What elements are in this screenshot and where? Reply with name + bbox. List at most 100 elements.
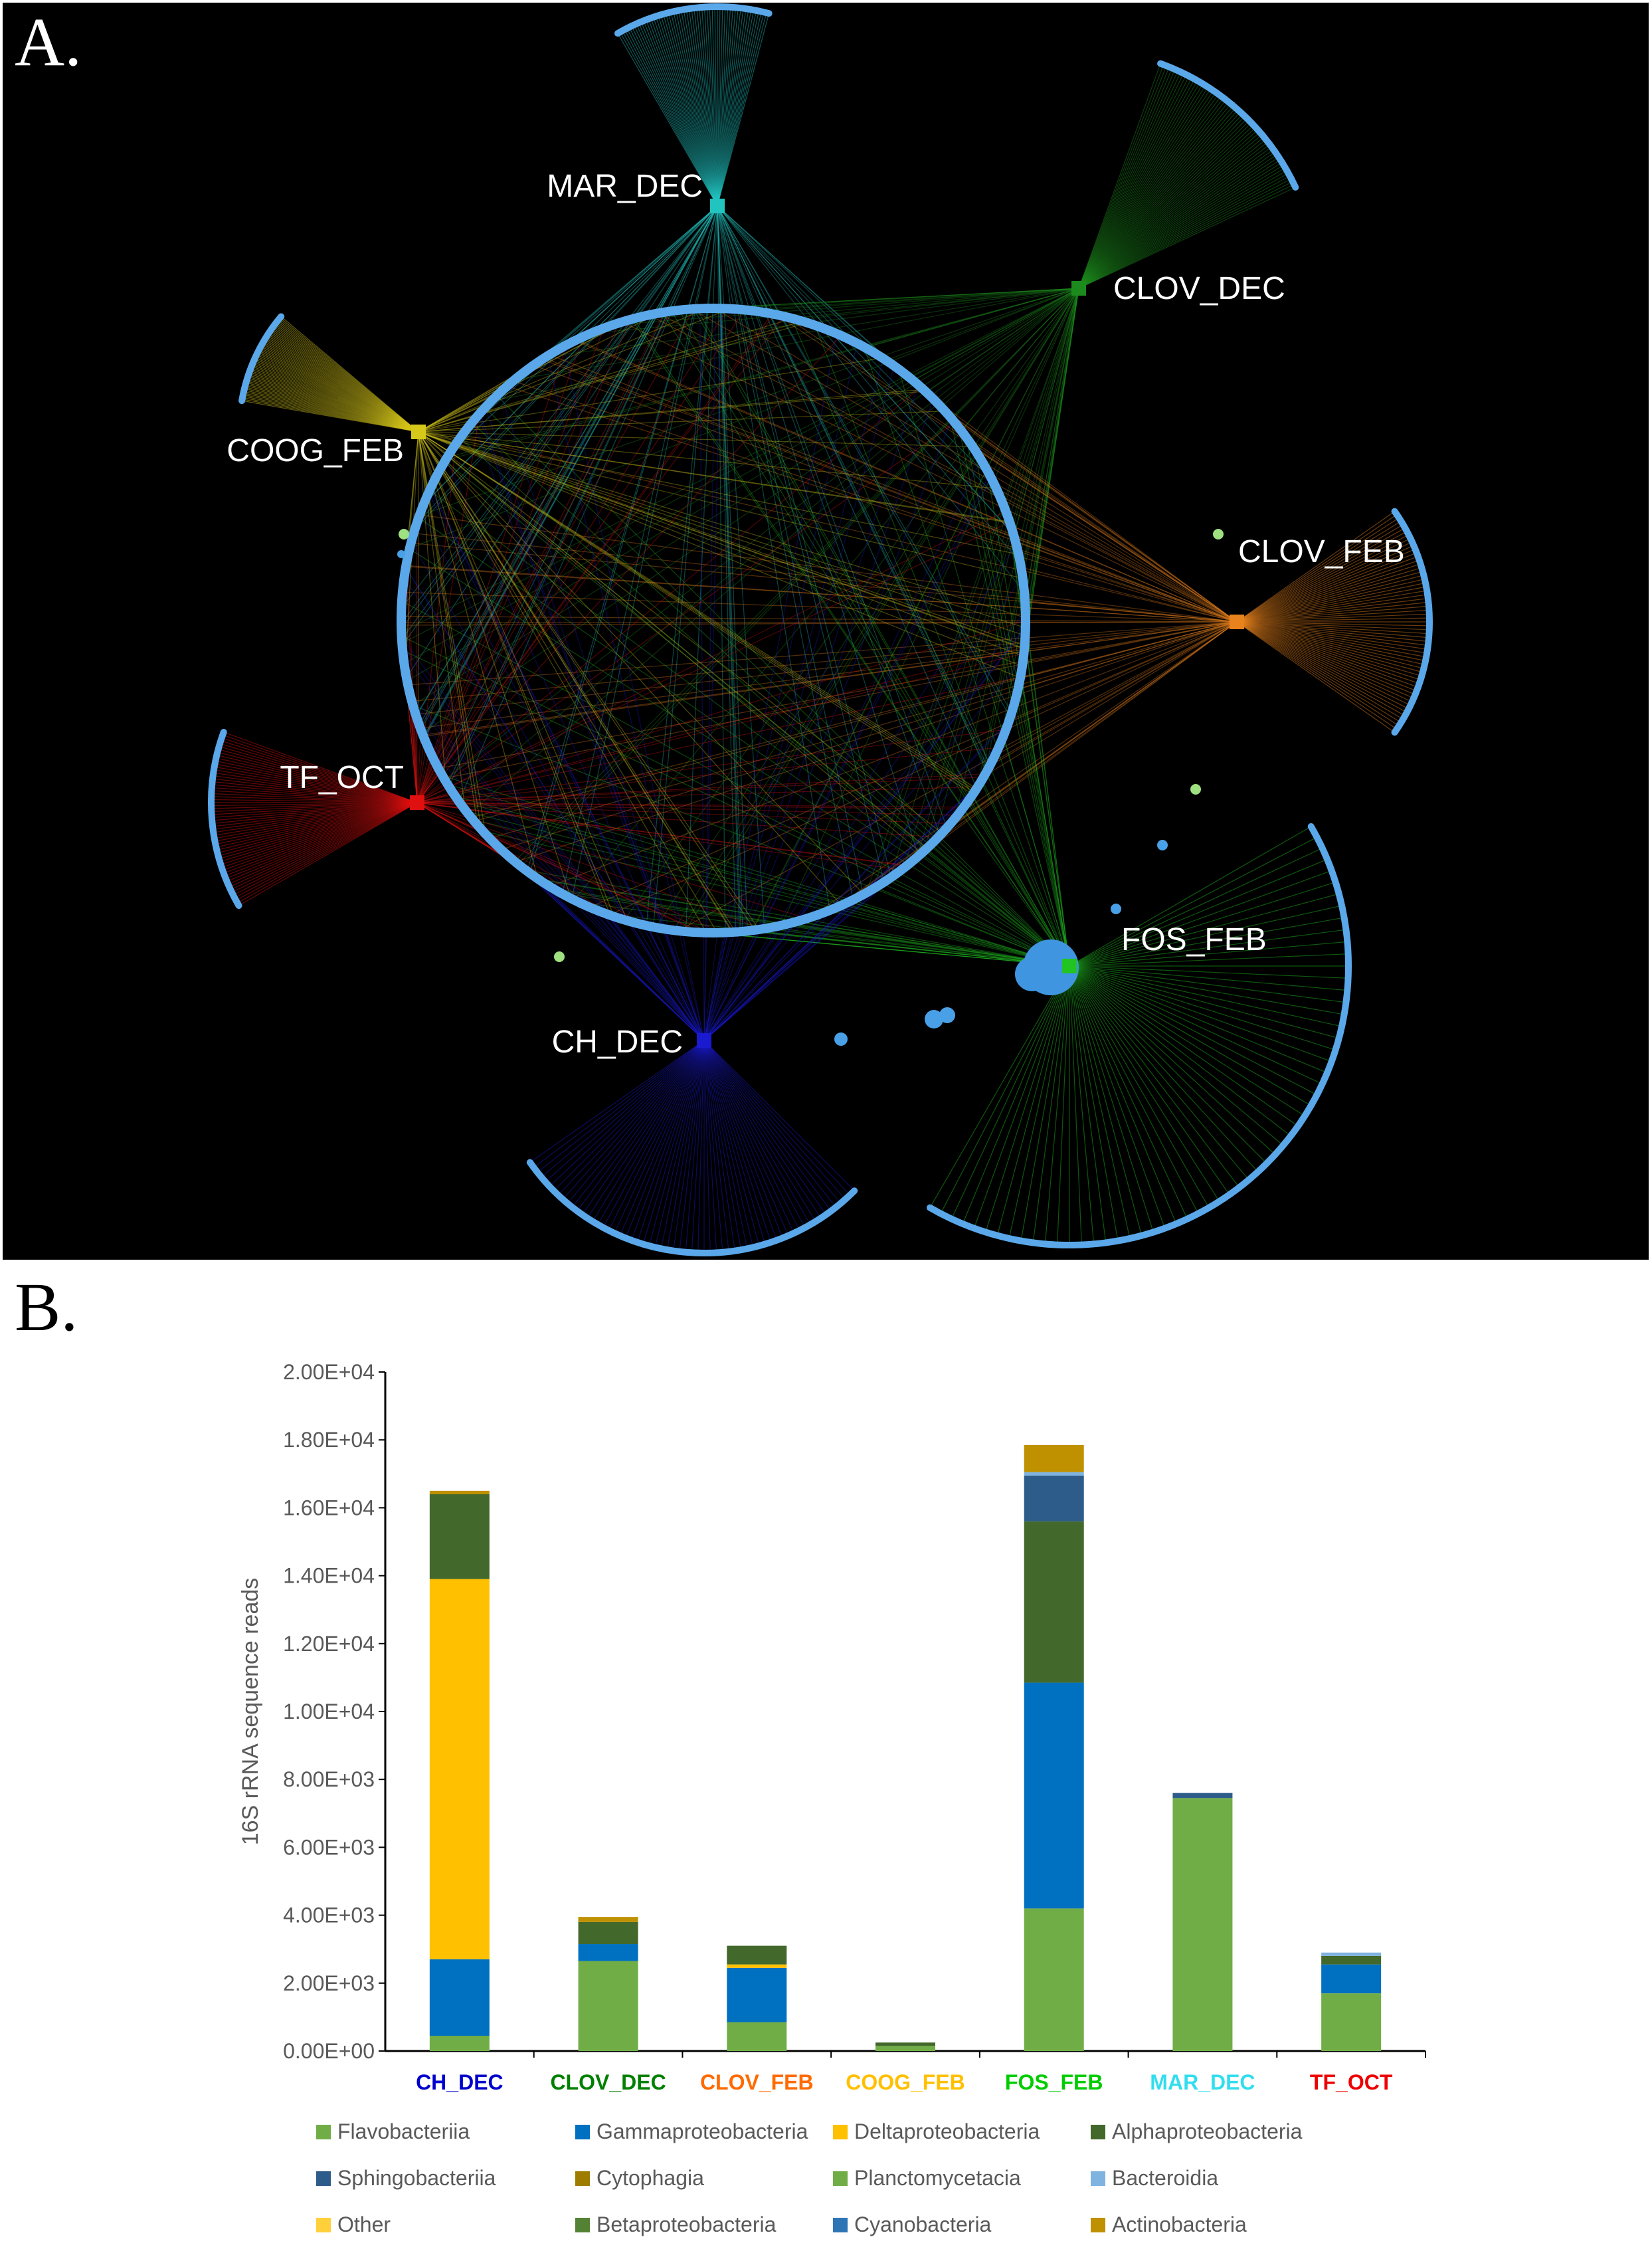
ring-edge (538, 879, 705, 1041)
fan-edge (636, 23, 718, 207)
fan-edge (211, 802, 418, 813)
fan-edge (562, 1040, 705, 1200)
fan-edge (213, 772, 418, 803)
fan-edge (250, 368, 419, 433)
ring-edge (416, 676, 1021, 803)
hub-label-clov_feb: CLOV_FEB (1238, 534, 1405, 569)
fan-edge (666, 1040, 705, 1250)
fan-edge (259, 348, 419, 433)
ring-edge (699, 308, 705, 1041)
ring-edge (402, 591, 1238, 623)
chart-legend: Flavobacteriia Gammaproteobacteria Deltapr… (316, 2119, 1303, 2236)
fan-edge (1069, 965, 1336, 1050)
fan-edge (717, 7, 734, 207)
fan-edge (1078, 157, 1279, 289)
legend-swatch (833, 2125, 848, 2139)
ring-edge (1022, 288, 1079, 668)
legend-label: Betaproteobacteria (597, 2212, 777, 2236)
ring-edge (708, 288, 1079, 309)
fan-edge (1078, 107, 1236, 289)
fan-edge (717, 7, 737, 207)
legend-swatch (575, 2171, 590, 2186)
fan-edge (1078, 165, 1284, 289)
ring-edge (418, 312, 660, 433)
ring-edge (1022, 288, 1079, 662)
ring-edge (415, 621, 1238, 715)
ring-edge (416, 802, 939, 838)
fan-edge (223, 802, 418, 874)
ring-edge (703, 718, 1010, 1041)
fan-edge (215, 763, 418, 803)
fan-edge (1069, 858, 1328, 967)
bar-segment-flavobacteriia (727, 2022, 787, 2051)
ring-edge (411, 621, 1238, 702)
ring-edge (401, 621, 1238, 624)
ring-edge (866, 288, 1079, 894)
ring-edge (520, 288, 1079, 867)
ring-edge (717, 205, 989, 769)
ring-edge (717, 205, 1025, 593)
ring-edge (1021, 288, 1079, 668)
fan-edge (660, 15, 718, 207)
ring-edge (418, 431, 997, 489)
fan-edge (1236, 621, 1410, 710)
fan-edge (212, 802, 418, 821)
ring-edge (990, 621, 1238, 764)
fan-edge (698, 7, 718, 207)
fan-edge (246, 382, 419, 433)
fan-edge (271, 328, 419, 433)
legend-label: Actinobacteria (1112, 2212, 1247, 2236)
fan-edge (216, 757, 418, 803)
ring-edge (981, 460, 1238, 623)
fan-edge (1069, 965, 1095, 1244)
ring-edge (418, 419, 474, 433)
fan-edge (241, 400, 419, 433)
panel-a: MAR_DEC CLOV_DEC CLOV_FEB FOS_FEB CH_DEC TF_O… (3, 3, 1649, 1260)
ring-edge (964, 435, 1238, 623)
ring-edge (573, 288, 1079, 900)
fan-edge (567, 1040, 705, 1204)
fan-edge (1078, 68, 1173, 289)
fan-edge (697, 1040, 705, 1253)
fan-edge (1020, 965, 1070, 1241)
ring-edge (416, 314, 775, 803)
ring-edge (404, 288, 1079, 664)
y-tick-label: 2.00E+03 (283, 1971, 375, 1995)
ring-edge (703, 621, 1026, 1041)
ring-edge (422, 288, 1079, 734)
peripheral-arc-mar_dec (614, 3, 773, 37)
y-tick-label: 8.00E+03 (283, 1767, 375, 1791)
ring-edge (600, 911, 705, 1041)
fan-edge (242, 394, 419, 433)
fan-edge (214, 766, 418, 803)
fan-edge (1078, 120, 1250, 289)
fan-edge (252, 364, 419, 433)
fan-edge (274, 324, 419, 433)
fan-edge (640, 21, 718, 207)
bar-segment-actinobacteria (578, 1917, 638, 1922)
bar-segment-bacteroidia (1321, 1952, 1382, 1956)
fan-edge (1078, 134, 1263, 289)
fan-edge (221, 802, 418, 865)
fan-edge (1236, 621, 1408, 713)
ring-edge (717, 205, 988, 771)
ring-edge (671, 310, 1070, 967)
ring-edge (418, 391, 501, 433)
ring-edge (1002, 736, 1070, 967)
ring-edge (407, 288, 1079, 682)
peripheral-arc-clov_feb (1391, 508, 1433, 736)
ring-edge (622, 321, 1238, 623)
ring-edge (678, 310, 1070, 967)
fan-edge (1236, 617, 1429, 623)
fan-edge (973, 965, 1070, 1228)
fan-edge (703, 1040, 778, 1240)
ring-edge (752, 288, 1079, 931)
ring-edge (416, 729, 1006, 803)
peripheral-arc-fos_feb (927, 823, 1352, 1248)
ring-edge (1025, 600, 1238, 623)
fan-edge (1236, 621, 1428, 646)
legend-swatch (833, 2218, 848, 2232)
fan-edge (1078, 170, 1287, 289)
fan-edge (232, 802, 418, 896)
ring-edge (485, 407, 705, 1041)
